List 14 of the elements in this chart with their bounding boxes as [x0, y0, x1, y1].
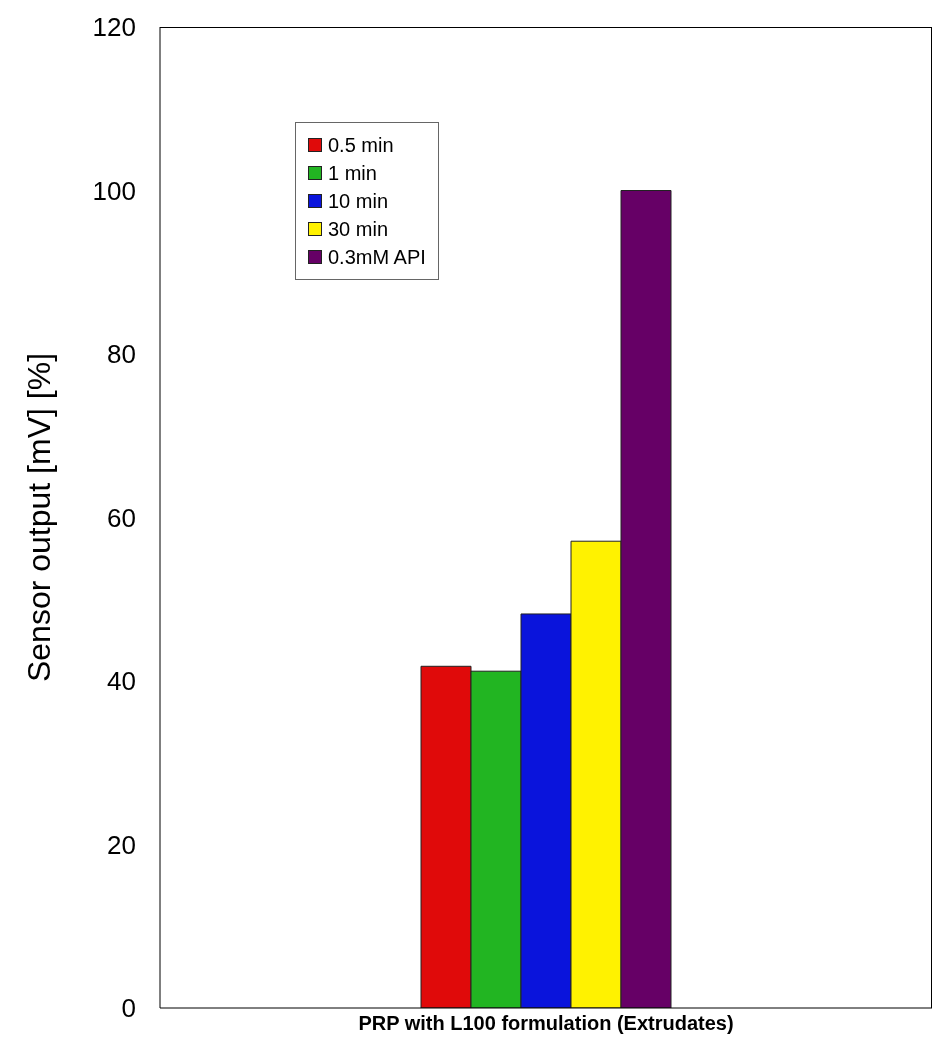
- legend-label: 30 min: [328, 217, 389, 242]
- legend-label: 10 min: [328, 189, 389, 214]
- legend-label: 0.5 min: [328, 133, 394, 158]
- y-tick-label: 80: [107, 339, 136, 370]
- y-tick-label: 40: [107, 666, 136, 697]
- y-tick-label: 120: [92, 12, 136, 43]
- x-tick-label: PRP with L100 formulation (Extrudates): [358, 1012, 734, 1035]
- y-tick-label: 60: [107, 502, 136, 533]
- y-axis-title: Sensor output [mV] [%]: [21, 352, 58, 683]
- legend-label: 1 min: [328, 161, 377, 186]
- y-tick-label: 100: [92, 175, 136, 206]
- y-tick-label: 20: [107, 829, 136, 860]
- y-tick-label: 0: [121, 993, 136, 1024]
- legend-label: 0.3mM API: [328, 245, 426, 270]
